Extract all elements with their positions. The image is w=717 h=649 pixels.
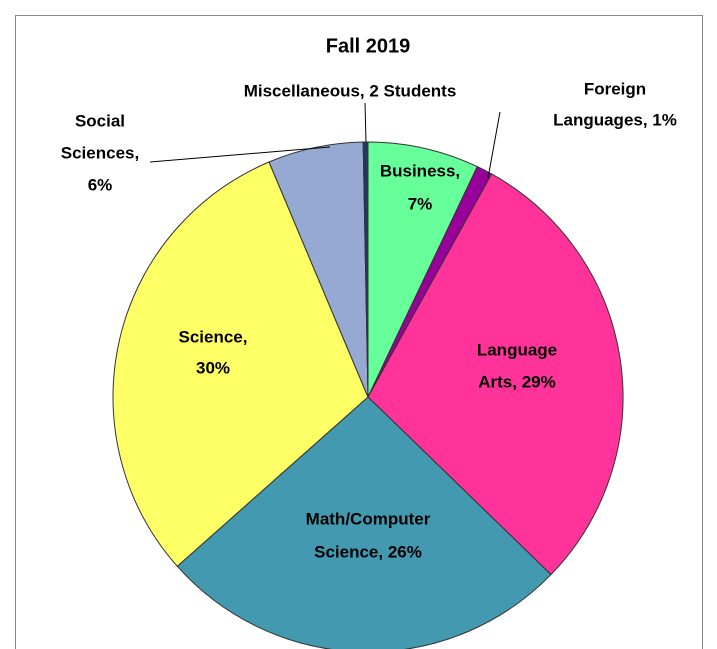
data-label: Arts, 29% bbox=[478, 372, 555, 391]
data-label: Science, 26% bbox=[314, 542, 422, 561]
data-label: Sciences, bbox=[61, 143, 139, 162]
pie-slice bbox=[367, 173, 624, 576]
leader-line bbox=[364, 102, 367, 143]
pie-slice bbox=[112, 161, 369, 568]
data-label: Science, bbox=[179, 327, 248, 346]
pie-slice bbox=[367, 141, 478, 398]
chart-title: Fall 2019 bbox=[326, 35, 411, 57]
pie-slice bbox=[176, 396, 552, 649]
leader-line bbox=[149, 146, 331, 163]
data-label: Languages, 1% bbox=[553, 110, 677, 129]
pie-slice bbox=[362, 141, 369, 398]
data-label: 6% bbox=[88, 175, 113, 194]
data-label: Language bbox=[477, 340, 557, 359]
data-label: Foreign bbox=[584, 79, 646, 98]
data-label: Social bbox=[75, 111, 125, 130]
leader-line bbox=[487, 111, 501, 179]
data-label: 30% bbox=[196, 358, 230, 377]
data-label: Math/Computer bbox=[306, 509, 431, 528]
chart-frame bbox=[15, 15, 703, 649]
data-label: Miscellaneous, 2 Students bbox=[244, 81, 457, 100]
data-label: Business, bbox=[380, 161, 460, 180]
data-label: 7% bbox=[408, 194, 433, 213]
